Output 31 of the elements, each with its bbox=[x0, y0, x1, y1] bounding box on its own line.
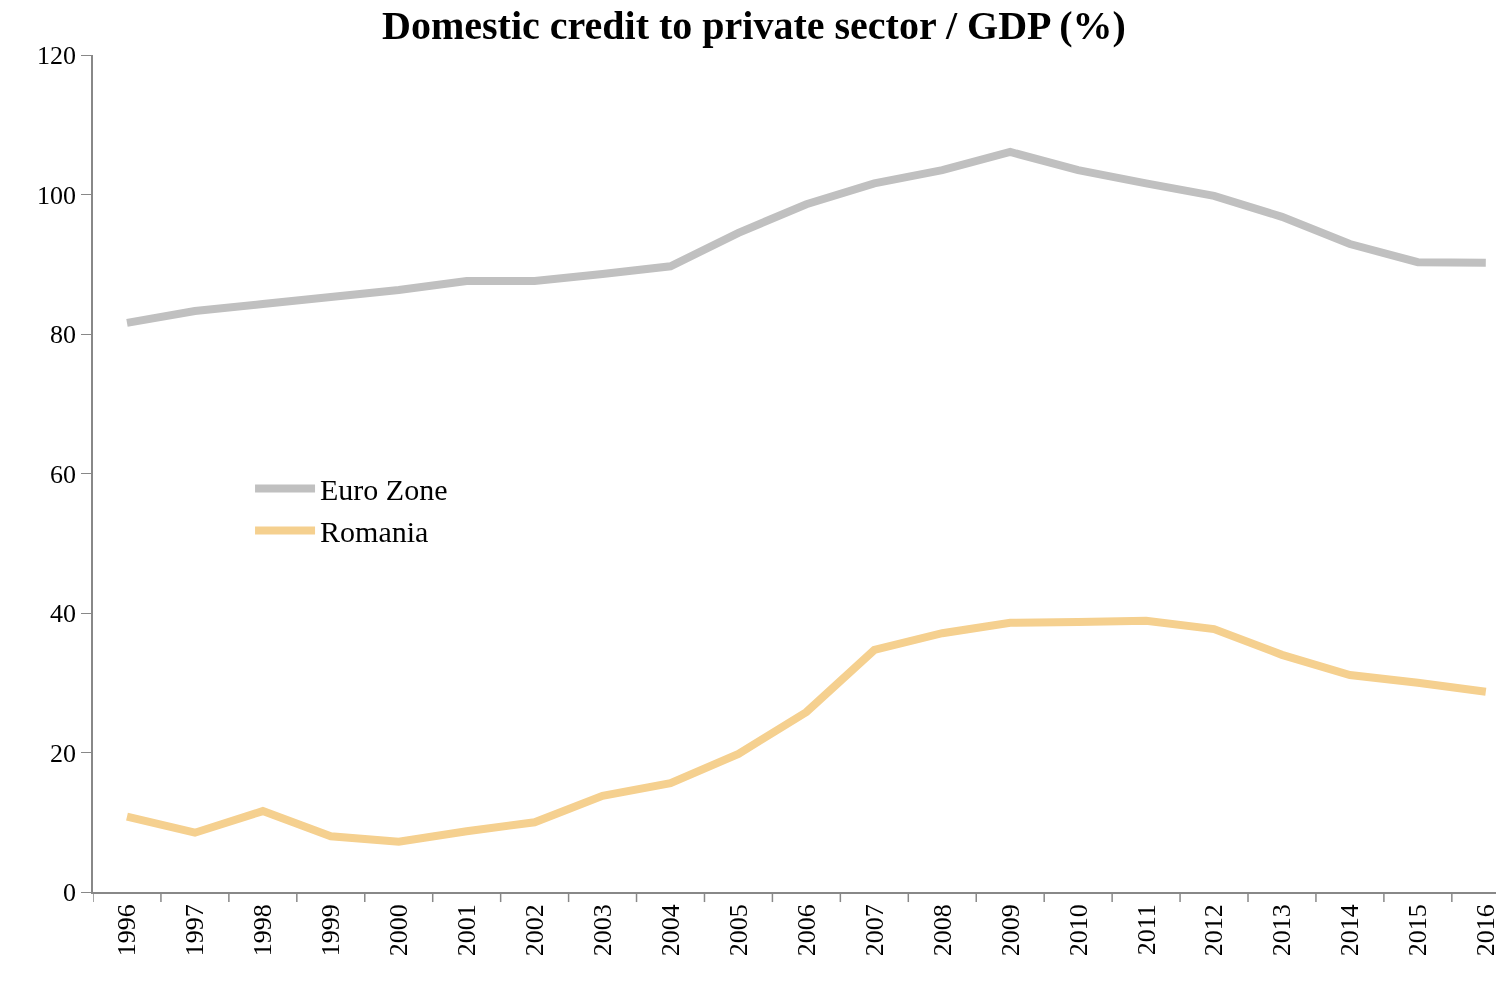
x-tick-label: 2005 bbox=[723, 904, 753, 957]
x-tick-label: 2009 bbox=[995, 904, 1025, 957]
y-tick-label: 40 bbox=[50, 599, 77, 629]
y-tick-label: 80 bbox=[50, 320, 77, 350]
x-tick-label: 2011 bbox=[1131, 904, 1161, 956]
y-tick-label: 20 bbox=[50, 738, 77, 768]
x-tick-label: 2014 bbox=[1335, 904, 1365, 957]
x-tick-label: 1998 bbox=[248, 904, 278, 957]
y-tick-label: 120 bbox=[37, 41, 77, 71]
x-tick-label: 2015 bbox=[1403, 904, 1433, 957]
legend-label: Euro Zone bbox=[320, 473, 448, 507]
x-tick-label: 2004 bbox=[655, 904, 685, 957]
x-tick-label: 2010 bbox=[1063, 904, 1093, 957]
legend-label: Romania bbox=[320, 515, 429, 549]
y-tick-label: 60 bbox=[50, 459, 77, 489]
chart-title: Domestic credit to private sector / GDP (%) bbox=[382, 2, 1126, 48]
y-tick-label: 0 bbox=[63, 878, 77, 908]
x-tick-label: 2007 bbox=[859, 904, 889, 957]
x-tick-label: 1999 bbox=[316, 904, 346, 957]
x-tick-label: 2003 bbox=[588, 904, 618, 957]
x-tick-label: 2001 bbox=[452, 904, 482, 957]
x-tick-label: 2008 bbox=[927, 904, 957, 957]
x-tick-label: 1996 bbox=[112, 904, 142, 957]
x-tick-label: 2012 bbox=[1199, 904, 1229, 957]
x-tick-label: 2006 bbox=[791, 904, 821, 957]
y-tick-label: 100 bbox=[37, 180, 77, 210]
x-tick-label: 2013 bbox=[1267, 904, 1297, 957]
x-tick-label: 2016 bbox=[1471, 904, 1501, 957]
x-tick-label: 1997 bbox=[180, 904, 210, 957]
x-tick-label: 2000 bbox=[384, 904, 414, 957]
x-tick-label: 2002 bbox=[520, 904, 550, 957]
